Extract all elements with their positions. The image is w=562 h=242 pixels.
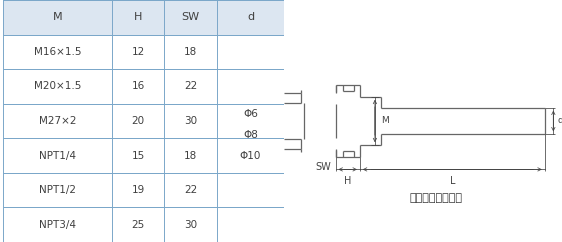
Text: Φ8: Φ8: [243, 130, 258, 140]
Text: M27×2: M27×2: [39, 116, 76, 126]
Text: 25: 25: [132, 220, 144, 230]
Bar: [3, 173, 284, 207]
Text: SW: SW: [315, 162, 331, 172]
Text: 19: 19: [132, 185, 144, 195]
Text: 20: 20: [132, 116, 144, 126]
Bar: [3, 104, 284, 138]
Text: M: M: [380, 116, 388, 126]
Text: 22: 22: [184, 185, 197, 195]
Text: NPT3/4: NPT3/4: [39, 220, 76, 230]
Text: 30: 30: [184, 116, 197, 126]
Text: M20×1.5: M20×1.5: [34, 81, 81, 91]
Text: SW: SW: [182, 12, 200, 22]
Text: 15: 15: [132, 151, 144, 161]
Text: d: d: [247, 12, 254, 22]
Text: M16×1.5: M16×1.5: [34, 47, 81, 57]
Bar: [3, 69, 284, 104]
Bar: [3, 138, 284, 173]
Text: 18: 18: [184, 151, 197, 161]
Text: d: d: [558, 116, 562, 126]
Text: L: L: [450, 176, 455, 186]
Bar: [3, 207, 284, 242]
Text: 18: 18: [184, 47, 197, 57]
Text: H: H: [344, 176, 351, 186]
Text: 12: 12: [132, 47, 144, 57]
Text: 22: 22: [184, 81, 197, 91]
Text: M: M: [52, 12, 62, 22]
Text: Φ10: Φ10: [240, 151, 261, 161]
Text: H: H: [134, 12, 142, 22]
Text: 16: 16: [132, 81, 144, 91]
Text: NPT1/4: NPT1/4: [39, 151, 76, 161]
Text: 可动外螺紋管接头: 可动外螺紋管接头: [409, 193, 463, 204]
Text: NPT1/2: NPT1/2: [39, 185, 76, 195]
Text: 30: 30: [184, 220, 197, 230]
Text: Φ6: Φ6: [243, 109, 258, 119]
Bar: [3, 35, 284, 69]
Bar: [3, 0, 284, 35]
